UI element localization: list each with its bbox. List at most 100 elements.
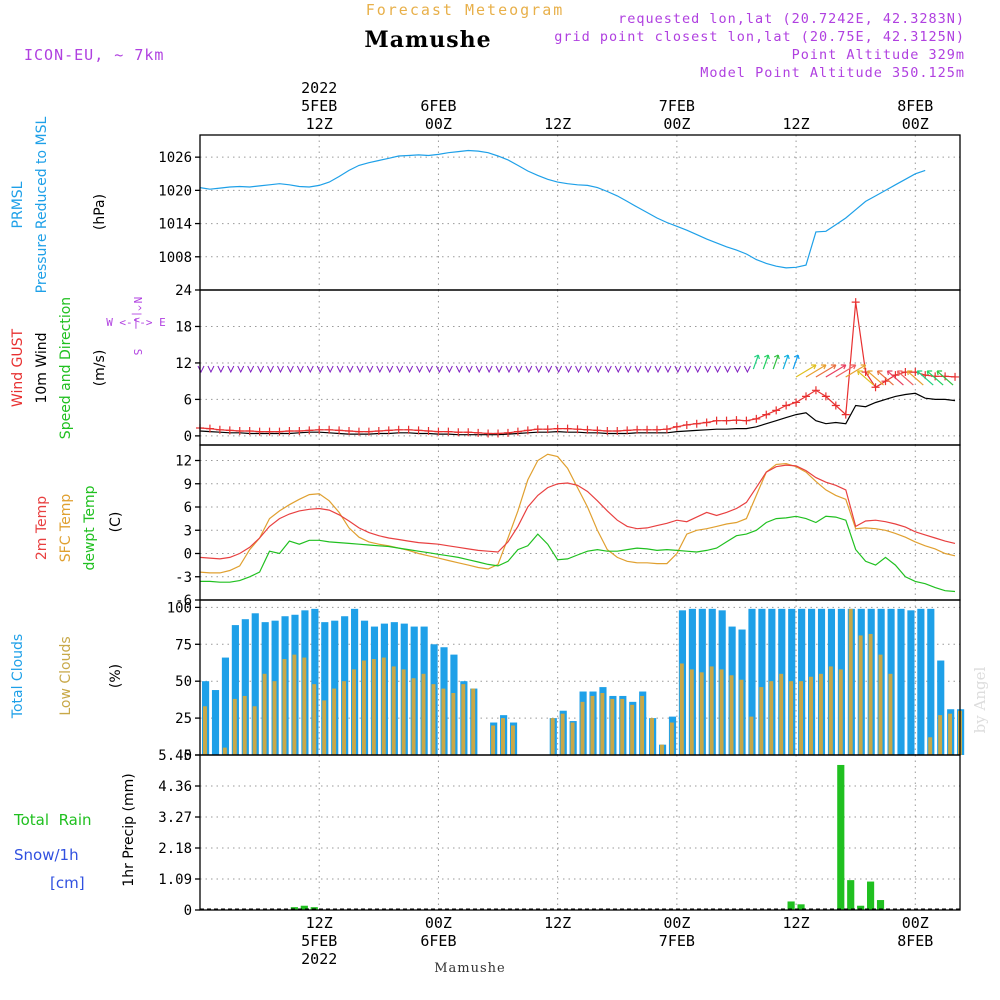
- low-cloud-bar: [699, 672, 704, 755]
- low-cloud-bar: [252, 706, 257, 755]
- pressure-name: PRMSL: [10, 181, 26, 228]
- wind-barb: [227, 365, 235, 374]
- gust-point: [831, 401, 840, 410]
- low-cloud-bar: [709, 666, 714, 755]
- compass-we: W <-|-> E: [106, 316, 166, 329]
- clouds-ytick-label: 75: [175, 637, 192, 653]
- wind-barb: [207, 365, 215, 374]
- top-time-label: 12Z: [306, 115, 333, 133]
- gust-point: [265, 427, 274, 436]
- low-cloud-bar: [858, 635, 863, 755]
- gust-point: [603, 427, 612, 436]
- precip-axis-label: 1hr Precip (mm): [121, 773, 137, 886]
- top-time-label: 5FEB: [301, 97, 337, 115]
- precip-ytick-label: 4.36: [158, 779, 192, 795]
- model-name: ICON-EU, ~ 7km: [24, 46, 164, 64]
- top-time-label: 00Z: [425, 115, 452, 133]
- gust-point: [255, 427, 264, 436]
- top-time-label: 12Z: [783, 115, 810, 133]
- wind-barb: [535, 365, 543, 374]
- low-cloud-bar: [848, 608, 853, 755]
- precip-ytick-label: 2.18: [158, 841, 192, 857]
- gust-point: [792, 398, 801, 407]
- gust-point: [215, 425, 224, 434]
- wind-barb: [286, 365, 294, 374]
- precip-ytick-label: 3.27: [158, 810, 192, 826]
- gust-point: [513, 427, 522, 436]
- bottom-time-label: 00Z: [663, 914, 690, 932]
- wind-barb: [386, 365, 394, 374]
- wind-arrow: [805, 364, 827, 378]
- gust-point: [583, 425, 592, 434]
- low-cloud-bar: [411, 678, 416, 755]
- wind-ytick-label: 0: [184, 429, 192, 445]
- wind-barb: [674, 365, 682, 374]
- wind-barb: [306, 365, 314, 374]
- bottom-time-label: 2022: [301, 950, 337, 968]
- wind-barb: [247, 365, 255, 374]
- wind-barb: [435, 365, 443, 374]
- tick-labels: 1008 1014 1020 1026 0 6 12 18 24 -6 -3 0 3 6 9 12 0 25 50 7…: [158, 79, 933, 968]
- wind-ytick-label: 18: [175, 319, 192, 335]
- temp-ytick-label: -3: [175, 570, 192, 586]
- precip-bar: [797, 904, 805, 910]
- gust-point: [722, 416, 731, 425]
- model-altitude: Model Point Altitude 350.125m: [700, 65, 965, 81]
- low-cloud-bar: [391, 666, 396, 755]
- location-title: Mamushe: [364, 27, 491, 53]
- wind-arrow: [896, 370, 914, 386]
- top-time-label: 8FEB: [897, 97, 933, 115]
- total-cloud-bar: [937, 660, 945, 755]
- low-cloud-bar: [580, 701, 585, 755]
- wind-barb: [495, 365, 503, 374]
- bottom-time-label: 12Z: [783, 914, 810, 932]
- pressure-desc: Pressure Reduced to MSL: [34, 116, 50, 293]
- precip-bar: [300, 905, 308, 910]
- low-cloud-bar: [272, 681, 277, 755]
- wind-barb: [614, 365, 622, 374]
- temp-ytick-label: 0: [184, 547, 192, 563]
- gust-point: [742, 416, 751, 425]
- precip-bar: [787, 901, 795, 910]
- wind-labels: Wind GUST 10m Wind Speed and Direction (…: [10, 297, 166, 440]
- precip-bar: [857, 905, 865, 910]
- wind-arrow: [795, 364, 817, 378]
- gust-point: [692, 419, 701, 428]
- bottom-time-label: 7FEB: [659, 932, 695, 950]
- wind-barb: [426, 365, 433, 374]
- top-time-label: 6FEB: [420, 97, 456, 115]
- snow-label: Snow/1h: [14, 846, 79, 864]
- pressure-ytick-label: 1014: [158, 217, 192, 233]
- wind-arrow: [906, 370, 924, 386]
- gust-point: [305, 426, 314, 435]
- wind-ytick-label: 12: [175, 356, 192, 372]
- gust-point: [802, 392, 811, 401]
- wind-barb: [575, 365, 582, 374]
- bottom-time-label: 6FEB: [420, 932, 456, 950]
- bottom-time-label: 00Z: [902, 914, 929, 932]
- low-cloud-bar: [352, 669, 356, 755]
- low-cloud-bar: [421, 673, 426, 755]
- compass-south: S: [131, 349, 144, 356]
- gust-point: [633, 425, 642, 434]
- low-cloud-bar: [640, 695, 645, 755]
- wind-arrow: [926, 370, 944, 386]
- top-time-label: 7FEB: [659, 97, 695, 115]
- low-cloud-bar: [461, 684, 466, 755]
- precip-bar: [837, 764, 845, 910]
- wind-barb: [445, 365, 453, 374]
- wind-unit: (m/s): [92, 350, 108, 387]
- gust-point: [503, 428, 512, 437]
- pressure-labels: PRMSL Pressure Reduced to MSL (hPa): [10, 116, 108, 293]
- temp-ytick-label: 3: [184, 523, 192, 539]
- wind-arrow: [752, 354, 760, 370]
- compass-stem: ^|v: [131, 305, 142, 323]
- wind-barb: [296, 365, 304, 374]
- wind-barb: [485, 365, 493, 374]
- pressure-ytick-label: 1020: [158, 183, 192, 199]
- wind-barb: [555, 365, 563, 374]
- gust-point: [374, 427, 383, 436]
- gust-point: [682, 420, 691, 429]
- dew-label: dewpt Temp: [82, 485, 98, 570]
- pressure-ytick-label: 1026: [158, 150, 192, 166]
